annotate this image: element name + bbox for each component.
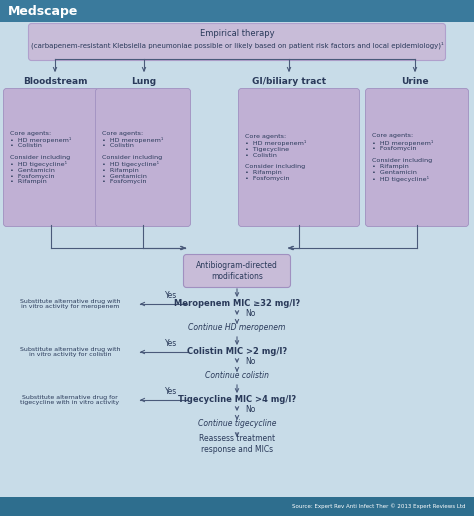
Text: Yes: Yes (165, 291, 177, 300)
Text: Colistin MIC >2 mg/l?: Colistin MIC >2 mg/l? (187, 347, 287, 357)
Text: No: No (245, 310, 255, 318)
Text: No: No (245, 406, 255, 414)
Text: Urine: Urine (401, 77, 429, 87)
Text: Core agents:
•  HD meropenem¹
•  Colistin

Consider including
•  HD tigecycline¹: Core agents: • HD meropenem¹ • Colistin … (102, 131, 164, 184)
Text: Bloodstream: Bloodstream (23, 77, 87, 87)
Text: Core agents:
•  HD meropenem¹
•  Colistin

Consider including
•  HD tigecycline¹: Core agents: • HD meropenem¹ • Colistin … (10, 131, 72, 184)
FancyBboxPatch shape (238, 89, 359, 227)
Text: Lung: Lung (131, 77, 156, 87)
Text: Substitute alternative drug with
in vitro activity for meropenem: Substitute alternative drug with in vitr… (20, 299, 120, 310)
Text: Empirical therapy: Empirical therapy (200, 28, 274, 38)
Text: No: No (245, 358, 255, 366)
Text: Continue tigecycline: Continue tigecycline (198, 420, 276, 428)
Text: Core agents:
•  HD meropenem¹
•  Tigecycline
•  Colistin

Consider including
•  : Core agents: • HD meropenem¹ • Tigecycli… (245, 134, 306, 181)
Text: Substitute alternative drug for
tigecycline with in vitro activity: Substitute alternative drug for tigecycl… (20, 395, 119, 406)
FancyBboxPatch shape (365, 89, 468, 227)
FancyBboxPatch shape (0, 497, 474, 516)
FancyBboxPatch shape (0, 0, 474, 22)
Text: GI/biliary tract: GI/biliary tract (252, 77, 326, 87)
Text: Tigecycline MIC >4 mg/l?: Tigecycline MIC >4 mg/l? (178, 395, 296, 405)
FancyBboxPatch shape (28, 24, 446, 60)
Text: Core agents:
•  HD meropenem¹
•  Fosfomycin

Consider including
•  Rifampin
•  G: Core agents: • HD meropenem¹ • Fosfomyci… (372, 134, 433, 182)
FancyBboxPatch shape (3, 89, 99, 227)
Text: Medscape: Medscape (8, 5, 78, 18)
Text: Meropenem MIC ≥32 mg/l?: Meropenem MIC ≥32 mg/l? (174, 299, 300, 309)
FancyBboxPatch shape (183, 254, 291, 287)
Text: Continue colistin: Continue colistin (205, 372, 269, 380)
Text: Yes: Yes (165, 387, 177, 396)
FancyBboxPatch shape (95, 89, 191, 227)
Text: (carbapenem-resistant Klebsiella pneumoniae possible or likely based on patient : (carbapenem-resistant Klebsiella pneumon… (31, 41, 443, 49)
Text: Reassess treatment
response and MICs: Reassess treatment response and MICs (199, 434, 275, 454)
Text: Substitute alternative drug with
in vitro activity for colistin: Substitute alternative drug with in vitr… (20, 347, 120, 358)
Text: Yes: Yes (165, 339, 177, 348)
Text: Source: Expert Rev Anti Infect Ther © 2013 Expert Reviews Ltd: Source: Expert Rev Anti Infect Ther © 20… (292, 503, 466, 509)
Text: Continue HD meropenem: Continue HD meropenem (188, 324, 286, 332)
Text: Antibiogram-directed
modifications: Antibiogram-directed modifications (196, 261, 278, 281)
